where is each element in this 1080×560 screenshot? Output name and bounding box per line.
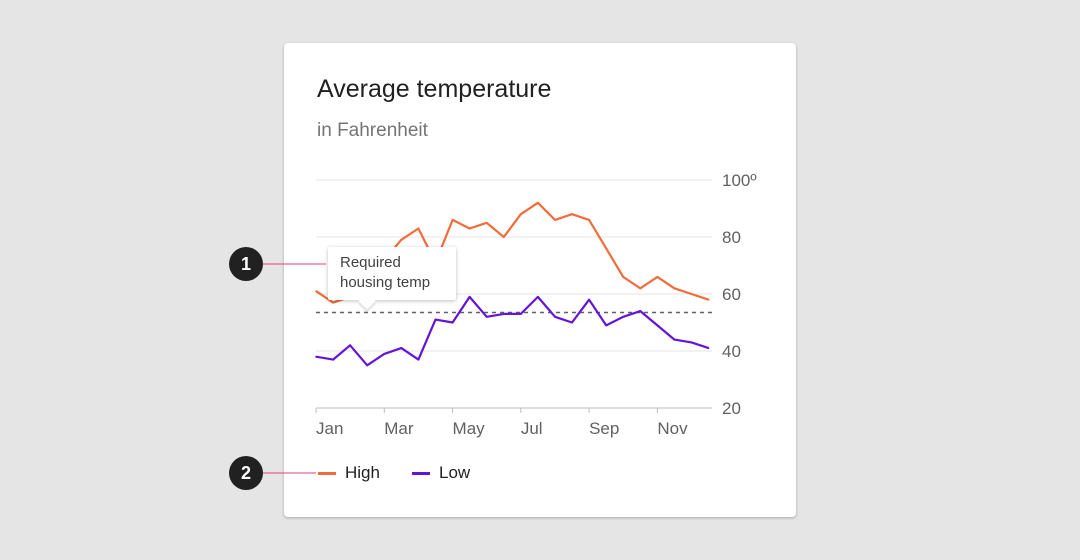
x-tick-label: Jan — [316, 419, 343, 438]
data-point-low — [349, 344, 351, 347]
y-tick-label: 40 — [722, 342, 741, 361]
data-point-low — [673, 338, 676, 341]
data-point-low — [451, 321, 454, 324]
data-point-high — [656, 276, 659, 278]
data-point-low — [485, 316, 488, 318]
tooltip-line-2: housing temp — [340, 274, 431, 291]
data-point-high — [622, 276, 625, 278]
legend-swatch-high — [318, 471, 336, 475]
data-point-low — [383, 353, 386, 355]
data-point-high — [571, 213, 573, 215]
data-point-low — [434, 318, 437, 321]
data-point-high — [520, 213, 522, 215]
data-point-low — [537, 296, 539, 298]
data-point-low — [400, 347, 403, 349]
x-tick-label: Mar — [384, 419, 414, 438]
data-point-low — [622, 316, 625, 318]
data-point-low — [707, 347, 710, 349]
callout-marker-2: 2 — [229, 456, 263, 490]
data-point-high — [673, 287, 676, 290]
data-point-low — [588, 298, 590, 301]
callout-marker-1: 1 — [229, 247, 263, 281]
legend-label-high: High — [345, 463, 380, 482]
data-point-low — [502, 313, 505, 315]
data-point-high — [639, 287, 642, 290]
data-point-high — [502, 236, 505, 238]
legend-item-low[interactable]: Low — [412, 463, 470, 483]
data-point-high — [485, 221, 488, 224]
x-tick-label: Nov — [657, 419, 688, 438]
chart-title: Average temperature — [317, 75, 552, 103]
data-point-high — [707, 298, 710, 301]
data-point-high — [537, 202, 539, 204]
data-point-high — [315, 290, 317, 292]
data-point-low — [417, 358, 420, 361]
tooltip-line-1: Required — [340, 254, 401, 271]
chart-subtitle: in Fahrenheit — [317, 120, 428, 141]
data-point-low — [554, 316, 556, 318]
legend-item-high[interactable]: High — [318, 463, 380, 483]
y-tick-label: 80 — [722, 228, 741, 247]
data-point-low — [639, 310, 642, 312]
data-point-low — [656, 324, 659, 327]
data-point-high — [690, 293, 693, 295]
data-point-high — [417, 227, 420, 230]
series-line-low — [315, 295, 709, 367]
data-point-high — [605, 247, 607, 250]
x-tick-label: Sep — [589, 419, 619, 438]
data-point-low — [520, 313, 522, 315]
x-tick-label: Jul — [521, 419, 543, 438]
y-tick-label: 100º — [722, 171, 757, 190]
y-tick-label: 60 — [722, 285, 741, 304]
data-point-low — [315, 355, 317, 358]
x-tick-label: May — [453, 419, 486, 438]
y-tick-label: 20 — [722, 399, 741, 418]
data-point-low — [690, 341, 693, 344]
data-point-low — [332, 358, 334, 361]
reference-line-tooltip: Required housing temp — [328, 247, 456, 310]
data-point-high — [588, 219, 590, 221]
data-point-high — [332, 301, 334, 304]
data-point-high — [451, 219, 454, 221]
data-point-low — [468, 296, 471, 298]
legend-label-low: Low — [439, 463, 471, 482]
data-point-low — [605, 324, 607, 327]
data-point-low — [571, 321, 573, 324]
data-point-high — [554, 219, 556, 221]
data-point-low — [366, 364, 369, 367]
legend-swatch-low — [412, 471, 430, 475]
data-point-high — [468, 227, 471, 230]
data-point-high — [400, 239, 403, 241]
